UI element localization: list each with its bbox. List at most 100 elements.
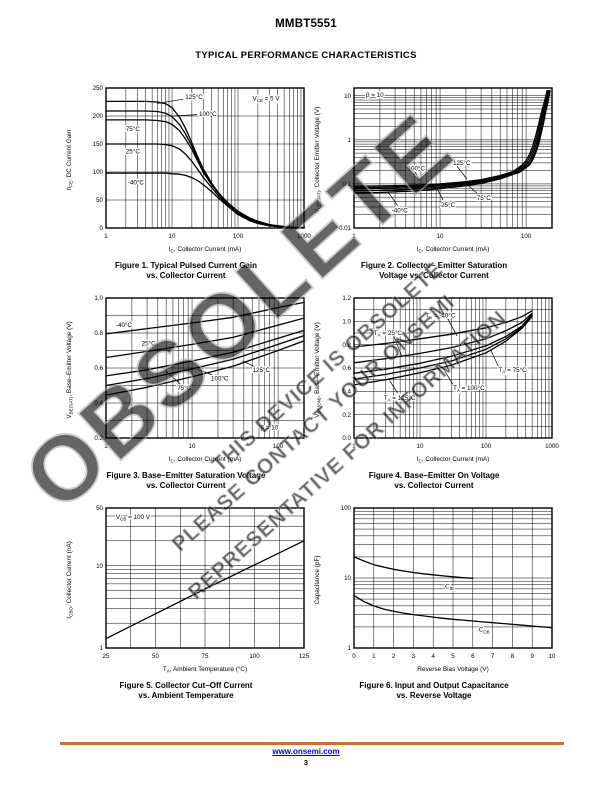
footer-page-number: 3 xyxy=(303,758,309,767)
series-125°C xyxy=(105,340,305,396)
svg-text:VCE = 5 V: VCE = 5 V xyxy=(253,95,281,103)
svg-text:VCE(SAT), Collector Emitter Vo: VCE(SAT), Collector Emitter Voltage (V) xyxy=(314,107,322,214)
svg-text:1.0: 1.0 xyxy=(342,318,351,325)
svg-text:0.1: 0.1 xyxy=(342,181,351,188)
svg-text:0.2: 0.2 xyxy=(342,412,351,419)
figure-1-chart: 1 10 100 1000 0 50 100 150 200 250 IC, Collector C… xyxy=(66,85,311,253)
svg-text:β = 10: β = 10 xyxy=(366,92,384,99)
series-75°C xyxy=(353,90,550,190)
svg-text:β = 10: β = 10 xyxy=(260,424,278,431)
series-100°C xyxy=(353,314,533,380)
svg-text:100: 100 xyxy=(481,443,492,450)
svg-text:1: 1 xyxy=(104,443,108,450)
svg-text:50: 50 xyxy=(96,505,103,512)
figure-4: 1 10 100 1000 0.0 0.2 0.4 0.6 0.8 1.0 1.2 IC, Colle… xyxy=(310,292,559,492)
svg-text:75°C: 75°C xyxy=(126,125,141,133)
svg-text:ICBO, Collector Current (nA): ICBO, Collector Current (nA) xyxy=(66,541,74,618)
series-COB xyxy=(353,594,553,628)
svg-text:75: 75 xyxy=(202,653,209,660)
svg-text:100: 100 xyxy=(233,233,244,240)
svg-text:TA = 100°C: TA = 100°C xyxy=(453,384,485,393)
series-100°C xyxy=(105,334,305,386)
svg-text:0.01: 0.01 xyxy=(339,225,352,232)
figure-6-caption: Figure 6. Input and Output Capacitance v… xyxy=(359,680,509,700)
svg-text:TA = 75°C: TA = 75°C xyxy=(499,366,528,375)
svg-text:25°C: 25°C xyxy=(126,148,141,156)
svg-text:10: 10 xyxy=(169,233,176,240)
svg-text:25: 25 xyxy=(103,653,110,660)
svg-text:100: 100 xyxy=(273,443,284,450)
figure-4-chart: 1 10 100 1000 0.0 0.2 0.4 0.6 0.8 1.0 1.2 IC, Colle… xyxy=(314,295,559,464)
svg-text:100°C: 100°C xyxy=(211,374,229,382)
svg-text:100: 100 xyxy=(93,169,104,176)
svg-text:125: 125 xyxy=(299,653,310,660)
svg-text:2: 2 xyxy=(392,653,396,660)
figure-2-chart: 1 10 100 0.01 0.1 1 10 IC, Collector Current (m… xyxy=(314,87,553,254)
svg-text:250: 250 xyxy=(93,85,104,92)
svg-text:IC, Collector Current (mA): IC, Collector Current (mA) xyxy=(169,456,242,464)
svg-text:75°C: 75°C xyxy=(477,194,492,202)
svg-text:125°C: 125°C xyxy=(253,366,271,374)
svg-text:1.0: 1.0 xyxy=(94,295,103,302)
series-25°C xyxy=(353,312,533,364)
series--40°C xyxy=(353,91,551,194)
svg-text:IC, Collector Current (mA): IC, Collector Current (mA) xyxy=(417,246,490,254)
svg-text:IC, Collector Current (mA): IC, Collector Current (mA) xyxy=(417,456,490,464)
series-CIB xyxy=(353,555,474,579)
svg-text:1: 1 xyxy=(352,443,356,450)
series-125°C xyxy=(353,90,548,187)
svg-text:0.6: 0.6 xyxy=(94,365,103,372)
svg-text:hFE, DC Current Gain: hFE, DC Current Gain xyxy=(66,129,74,190)
svg-text:100: 100 xyxy=(341,505,352,512)
figure-1-caption: Figure 1. Typical Pulsed Current Gain vs… xyxy=(114,261,258,281)
svg-text:1: 1 xyxy=(104,233,108,240)
figure-4-caption: Figure 4. Base–Emitter On Voltage vs. Co… xyxy=(368,470,500,491)
onsemi-link[interactable]: www.onsemi.com xyxy=(272,747,340,756)
svg-text:0.2: 0.2 xyxy=(94,435,103,442)
svg-text:9: 9 xyxy=(530,653,534,660)
svg-text:-40°C: -40°C xyxy=(128,178,145,186)
series--40°C xyxy=(353,309,533,348)
svg-text:150: 150 xyxy=(93,141,104,148)
figure-3-chart: 1 10 100 0.2 0.4 0.6 0.8 1.0 IC, Collector Curre… xyxy=(66,295,305,464)
svg-text:6: 6 xyxy=(471,653,475,660)
svg-text:1000: 1000 xyxy=(545,443,559,450)
svg-text:100: 100 xyxy=(521,233,532,240)
svg-text:VBE(ON), Base–Emitter Voltage: VBE(ON), Base–Emitter Voltage (V) xyxy=(314,322,322,418)
svg-text:VCB = 100 V: VCB = 100 V xyxy=(116,514,151,522)
series-25°C xyxy=(105,317,305,358)
svg-text:0.4: 0.4 xyxy=(94,400,103,407)
svg-text:1: 1 xyxy=(372,653,376,660)
svg-text:100°C: 100°C xyxy=(407,164,425,172)
svg-text:1: 1 xyxy=(348,645,352,652)
svg-text:4: 4 xyxy=(431,653,435,660)
svg-text:0.0: 0.0 xyxy=(342,435,351,442)
figure-2-caption: Figure 2. Collector– Emitter Saturation … xyxy=(360,261,508,281)
svg-text:VBE(SAT), Base–Emitter Voltage: VBE(SAT), Base–Emitter Voltage (V) xyxy=(66,321,74,418)
svg-text:75°C: 75°C xyxy=(177,384,192,392)
footer-link: www.onsemi.com xyxy=(0,747,612,756)
series-125°C xyxy=(353,315,533,386)
svg-text:10: 10 xyxy=(96,562,103,569)
svg-text:10: 10 xyxy=(344,575,351,582)
svg-text:8: 8 xyxy=(511,653,515,660)
svg-text:0: 0 xyxy=(100,225,104,232)
footer-rule xyxy=(60,742,564,745)
series-ICBO xyxy=(105,539,305,639)
svg-text:TA = 125°C: TA = 125°C xyxy=(384,394,416,403)
figure-5-caption: Figure 5. Collector Cut–Off Current vs. … xyxy=(119,680,253,700)
svg-text:1: 1 xyxy=(100,645,104,652)
svg-text:1.2: 1.2 xyxy=(342,295,351,302)
series-100°C xyxy=(353,90,549,189)
svg-text:TA = -40°C: TA = -40°C xyxy=(425,311,456,320)
svg-text:3: 3 xyxy=(412,653,416,660)
svg-text:50: 50 xyxy=(96,197,103,204)
svg-text:Reverse Bias Voltage (V): Reverse Bias Voltage (V) xyxy=(417,666,488,673)
figure-3: 1 10 100 0.2 0.4 0.6 0.8 1.0 IC, Collector Curre… xyxy=(62,292,310,492)
svg-text:0: 0 xyxy=(352,653,356,660)
svg-text:10: 10 xyxy=(417,443,424,450)
svg-text:10: 10 xyxy=(549,653,556,660)
svg-text:-40°C: -40°C xyxy=(392,206,409,214)
series-75°C xyxy=(105,329,305,377)
svg-text:TA, Ambient Temperature (°C): TA, Ambient Temperature (°C) xyxy=(163,665,247,674)
